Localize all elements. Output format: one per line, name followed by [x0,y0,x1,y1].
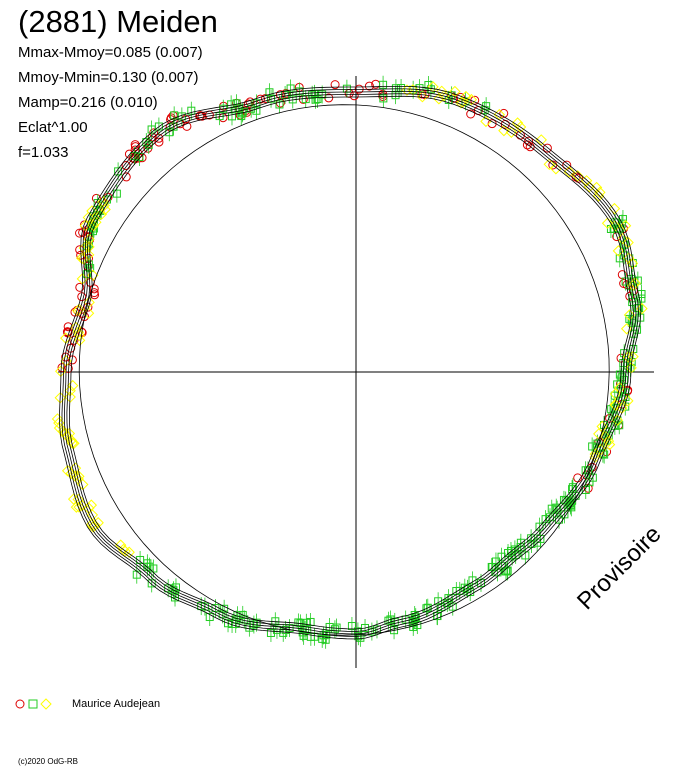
data-point-diamond [117,543,130,556]
data-point-circle [75,245,85,255]
legend-author: Maurice Audejean [72,698,161,710]
data-point-diamond [67,379,79,392]
data-point-diamond [543,158,555,171]
data-point-circle [275,90,285,100]
data-point-diamond [460,90,472,103]
data-point-circle [121,172,131,182]
data-point-circle [364,81,374,91]
data-point-diamond [612,245,625,257]
data-point-diamond [627,350,639,363]
legend-markers [15,698,52,710]
axes-cross [58,76,654,668]
data-point-diamond [535,134,547,146]
data-point-diamond [70,501,83,513]
data-point-diamond [465,93,478,106]
data-point-diamond [622,351,634,363]
data-point-circle [542,143,552,153]
legend: Maurice Audejean [14,697,160,711]
data-point-diamond [65,434,77,446]
data-point-diamond [456,96,469,108]
data-point-diamond [73,501,85,513]
data-point-diamond [616,232,629,245]
data-point-circle [499,108,509,118]
stat-mmax-mmoy: Mmax-Mmoy=0.085 (0.007) [18,44,203,61]
data-point-diamond [623,309,636,321]
data-point-circle [154,137,164,147]
data-point-circle [75,228,85,238]
stat-eclat: Eclat^1.00 [18,119,88,136]
fit-curves [59,86,642,640]
data-point-diamond [427,81,439,93]
data-point-diamond [580,175,593,187]
reference-curve [78,104,610,636]
data-point-circle [330,80,340,90]
fit-curve [69,95,632,630]
data-point-diamond [603,438,616,451]
data-point-diamond [73,329,86,342]
legend-diamond-marker [40,698,52,710]
data-point-diamond [79,219,92,232]
stat-mmoy-mmin: Mmoy-Mmin=0.130 (0.007) [18,69,199,86]
data-point-circle [69,335,79,345]
data-point-circle [182,121,192,131]
data-point-diamond [53,422,66,434]
data-point-diamond [455,97,467,109]
data-point-diamond [51,413,64,425]
data-point-diamond [95,208,108,221]
data-point-diamond [608,202,621,215]
data-point-circle [344,88,354,98]
data-point-circle [466,109,476,119]
stat-mamp: Mamp=0.216 (0.010) [18,94,158,111]
data-point-circle [243,99,253,109]
data-point-diamond [498,124,510,137]
copyright-footer: (c)2020 OdG-RB [18,757,79,766]
legend-circle-marker [15,699,25,709]
fit-curve [61,88,639,637]
data-point-diamond [90,216,102,228]
data-point-circle [75,282,85,292]
data-point-diamond [599,430,611,442]
data-point-diamond [571,170,584,182]
stat-frequency: f=1.033 [18,144,69,161]
data-point-diamond [401,84,413,96]
data-point-diamond [614,381,626,394]
data-point-circle [89,284,99,294]
data-point-diamond [73,334,86,347]
data-point-diamond [92,517,104,529]
data-point-diamond [601,217,614,229]
data-point-diamond [68,437,80,450]
data-point-diamond [59,428,71,440]
data-point-diamond [83,296,95,309]
chart-title: (2881) Meiden [18,4,218,39]
data-point-diamond [82,307,95,319]
data-point-diamond [563,166,575,178]
data-point-diamond [629,277,641,289]
data-point-diamond [67,493,80,505]
data-point-diamond [123,546,135,558]
fit-curve [63,90,637,635]
data-point-diamond [636,302,648,315]
fit-curve [66,93,635,632]
data-point-diamond [602,435,615,447]
data-point-diamond [626,257,639,270]
data-point-diamond [594,186,606,199]
fit-curve [59,86,642,640]
legend-square-marker [28,699,38,709]
